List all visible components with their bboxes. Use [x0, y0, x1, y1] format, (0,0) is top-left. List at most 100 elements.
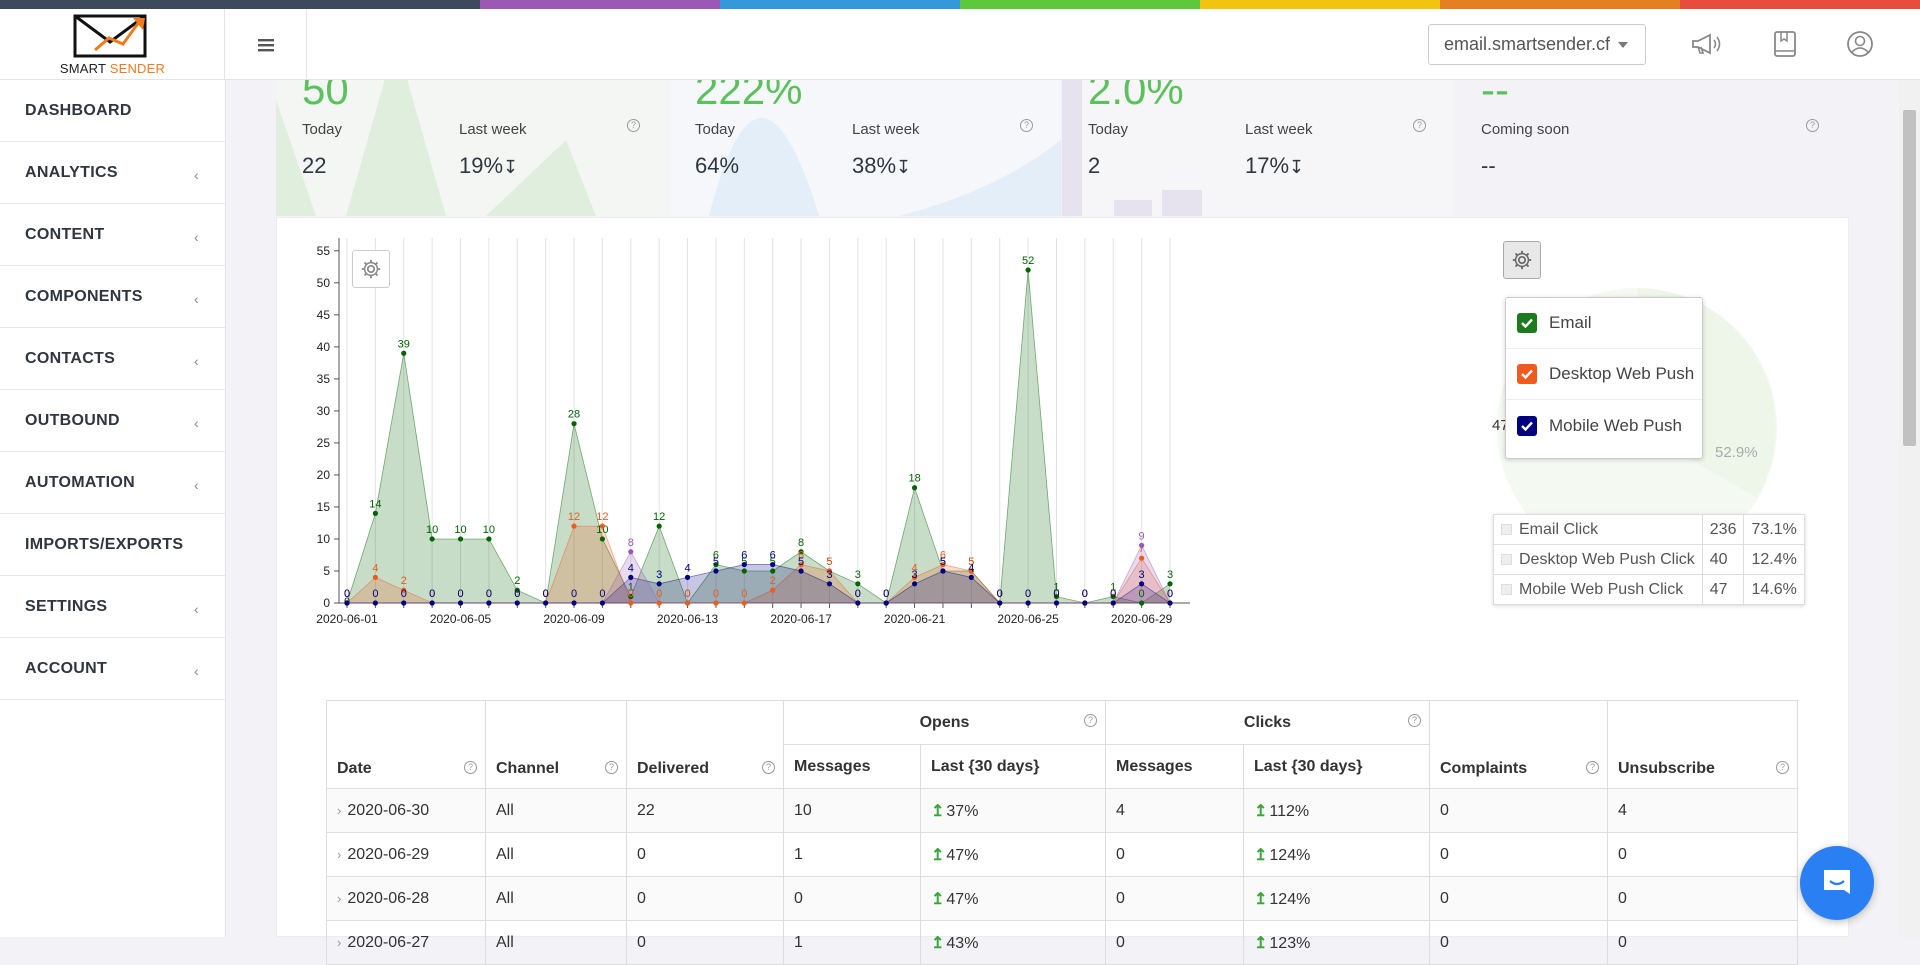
brand-logo[interactable]: SMART SENDER [0, 9, 225, 80]
data-point [344, 600, 350, 606]
data-point [911, 574, 918, 580]
chat-launcher-button[interactable] [1800, 846, 1874, 920]
help-icon[interactable]: ? [464, 761, 477, 774]
checkbox-checked-icon[interactable] [1517, 313, 1537, 333]
arrow-up-icon: ↥ [1254, 846, 1268, 864]
col-date[interactable]: Date? [326, 700, 486, 789]
stat-week-label: Last week [1245, 121, 1313, 138]
stat-big-value: -- [1481, 80, 1509, 113]
table-row[interactable]: › 2020-06-29 All 0 1 ↥ 47% 0 ↥ 124% 0 0 [326, 832, 1798, 877]
gear-icon [1512, 250, 1532, 270]
menu-toggle-button[interactable] [225, 9, 307, 80]
sidebar-item-components[interactable]: COMPONENTS ‹ [0, 266, 225, 328]
pie-legend-name[interactable]: Desktop Web Push Click [1493, 544, 1703, 575]
stat-big-value: 50 [302, 80, 349, 113]
page-scrollbar[interactable] [1899, 80, 1920, 937]
data-point [1167, 600, 1173, 606]
col-open-last[interactable]: Last {30 days} [920, 744, 1106, 789]
pie-settings-button[interactable] [1503, 241, 1541, 279]
checkbox-checked-icon[interactable] [1517, 364, 1537, 384]
expand-row-icon[interactable]: › [337, 846, 342, 862]
y-tick-label: 30 [317, 404, 331, 418]
help-icon[interactable]: ? [762, 761, 775, 774]
help-icon[interactable]: ? [1020, 119, 1033, 132]
cell-date[interactable]: › 2020-06-27 [326, 920, 486, 965]
expand-row-icon[interactable]: › [337, 890, 342, 906]
data-label: 0 [713, 588, 719, 600]
arrow-up-icon: ↥ [931, 934, 945, 952]
book-icon[interactable] [1769, 28, 1801, 60]
sidebar-item-outbound[interactable]: OUTBOUND ‹ [0, 390, 225, 452]
data-label: 52 [1022, 255, 1034, 267]
data-point [656, 523, 662, 529]
chart-settings-button[interactable] [352, 250, 390, 288]
col-open-messages[interactable]: Messages [783, 744, 921, 789]
table-row[interactable]: › 2020-06-27 All 0 1 ↥ 43% 0 ↥ 123% 0 0 [326, 920, 1798, 965]
help-icon[interactable]: ? [1408, 714, 1421, 727]
data-label: 9 [1139, 530, 1145, 542]
data-point [372, 510, 378, 516]
series-toggle-email[interactable]: Email [1506, 298, 1702, 349]
cell-date[interactable]: › 2020-06-29 [326, 832, 486, 877]
cell-open-last: ↥ 43% [920, 920, 1106, 965]
y-tick-label: 45 [317, 308, 331, 322]
help-icon[interactable]: ? [1806, 119, 1819, 132]
sidebar-item-analytics[interactable]: ANALYTICS ‹ [0, 142, 225, 204]
table-row[interactable]: › 2020-06-30 All 22 10 ↥ 37% 4 ↥ 112% 0 4 [326, 788, 1798, 833]
help-icon[interactable]: ? [1084, 714, 1097, 727]
col-channel[interactable]: Channel? [485, 700, 627, 789]
x-tick-label: 2020-06-21 [884, 612, 946, 626]
data-point [1025, 267, 1031, 273]
series-toggle-label: Mobile Web Push [1549, 415, 1682, 435]
data-point [486, 600, 492, 606]
megaphone-icon[interactable] [1690, 28, 1722, 60]
data-label: 0 [656, 588, 662, 600]
data-point [684, 600, 691, 606]
sidebar-item-dashboard[interactable]: DASHBOARD [0, 80, 225, 142]
help-icon[interactable]: ? [1776, 761, 1789, 774]
col-delivered[interactable]: Delivered? [626, 700, 784, 789]
data-label: 0 [429, 588, 435, 600]
col-click-last[interactable]: Last {30 days} [1243, 744, 1430, 789]
sidebar-item-contacts[interactable]: CONTACTS ‹ [0, 328, 225, 390]
sidebar-item-settings[interactable]: SETTINGS ‹ [0, 576, 225, 638]
pie-legend-name[interactable]: Email Click [1493, 514, 1703, 545]
data-point [1110, 600, 1116, 606]
user-circle-icon[interactable] [1844, 28, 1876, 60]
table-row[interactable]: › 2020-06-28 All 0 0 ↥ 47% 0 ↥ 124% 0 0 [326, 876, 1798, 921]
data-label: 0 [1053, 588, 1059, 600]
x-tick-label: 2020-06-17 [770, 612, 832, 626]
stat-today-label: Today [302, 121, 343, 138]
series-toggle-mobile-web-push[interactable]: Mobile Web Push [1506, 400, 1702, 451]
data-label: 0 [1025, 588, 1031, 600]
data-label: 10 [596, 524, 608, 536]
sidebar-item-content[interactable]: CONTENT ‹ [0, 204, 225, 266]
col-complaints[interactable]: Complaints? [1429, 700, 1608, 789]
cell-date[interactable]: › 2020-06-30 [326, 788, 486, 833]
help-icon[interactable]: ? [605, 761, 618, 774]
data-label: 0 [344, 588, 350, 600]
data-label: 5 [940, 556, 946, 568]
domain-select[interactable]: email.smartsender.cf [1428, 24, 1646, 65]
sidebar-item-account[interactable]: ACCOUNT ‹ [0, 638, 225, 700]
help-icon[interactable]: ? [627, 119, 640, 132]
col-click-messages[interactable]: Messages [1105, 744, 1244, 789]
cell-date[interactable]: › 2020-06-28 [326, 876, 486, 921]
sidebar-item-automation[interactable]: AUTOMATION ‹ [0, 452, 225, 514]
help-icon[interactable]: ? [1413, 119, 1426, 132]
help-icon[interactable]: ? [1586, 761, 1599, 774]
series-toggle-desktop-web-push[interactable]: Desktop Web Push [1506, 349, 1702, 400]
checkbox-checked-icon[interactable] [1517, 415, 1537, 436]
scrollbar-thumb[interactable] [1903, 110, 1916, 446]
data-point [429, 600, 435, 606]
sidebar-item-imports-exports[interactable]: IMPORTS/EXPORTS [0, 514, 225, 576]
data-label: 28 [568, 409, 580, 421]
expand-row-icon[interactable]: › [337, 802, 342, 818]
data-label: 0 [1167, 588, 1173, 600]
series-toggle-label: Email [1549, 313, 1592, 332]
stat-week-label: Last week [459, 121, 527, 138]
cell-unsubscribe: 0 [1607, 876, 1798, 921]
pie-legend-name[interactable]: Mobile Web Push Click [1493, 574, 1703, 605]
col-unsubscribe[interactable]: Unsubscribe? [1607, 700, 1798, 789]
envelope-logo-icon [73, 14, 147, 58]
